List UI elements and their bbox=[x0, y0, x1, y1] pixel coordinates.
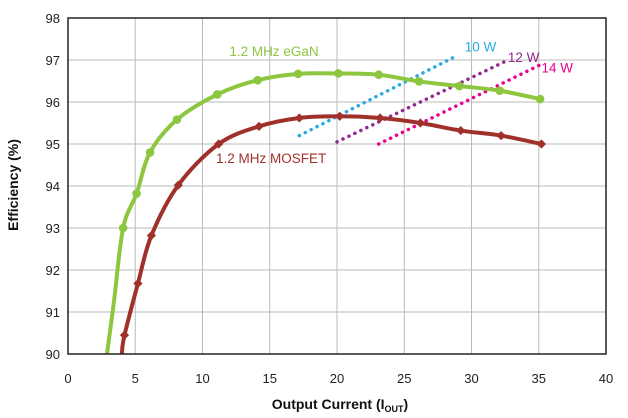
x-tick-label: 15 bbox=[263, 371, 277, 386]
series-labels: 10 W 12 W14 W 1.2 MHz eGaN 1.2 MHz MOSFET bbox=[216, 40, 573, 166]
x-tick-labels: 0 5 10 15 20 25 30 35 40 bbox=[64, 371, 613, 386]
x-tick-label: 5 bbox=[132, 371, 139, 386]
y-axis-title: Efficiency (%) bbox=[5, 139, 21, 231]
data-point-egan bbox=[145, 148, 155, 157]
series-line-mosfet bbox=[119, 114, 542, 355]
data-point-egan bbox=[535, 94, 545, 104]
data-point-mosfet bbox=[335, 111, 345, 121]
y-tick-label: 96 bbox=[46, 95, 60, 110]
data-point-egan bbox=[253, 75, 262, 85]
y-tick-label: 90 bbox=[46, 347, 60, 362]
plot-frame bbox=[67, 17, 607, 355]
y-tick-label: 95 bbox=[46, 137, 60, 152]
data-point-mosfet bbox=[536, 139, 547, 149]
data-point-egan bbox=[212, 90, 222, 99]
data-point-mosfet bbox=[133, 278, 143, 289]
data-point-mosfet bbox=[119, 330, 130, 340]
data-point-egan bbox=[374, 70, 383, 79]
power-label-w10: 10 W bbox=[465, 40, 497, 55]
power-line-w12 bbox=[335, 59, 509, 144]
data-point-egan bbox=[414, 77, 424, 86]
power-line-w14 bbox=[376, 62, 544, 146]
x-tick-label: 0 bbox=[64, 371, 71, 386]
y-tick-label: 91 bbox=[46, 305, 60, 320]
x-tick-label: 40 bbox=[599, 371, 613, 386]
data-point-egan bbox=[334, 69, 343, 78]
y-tick-label: 94 bbox=[46, 179, 60, 194]
data-point-mosfet bbox=[415, 118, 425, 128]
x-tick-label: 30 bbox=[464, 371, 478, 386]
x-tick-label: 25 bbox=[397, 371, 411, 386]
x-tick-label: 35 bbox=[532, 371, 546, 386]
x-tick-label: 10 bbox=[195, 371, 209, 386]
series-label-mosfet: 1.2 MHz MOSFET bbox=[216, 151, 326, 166]
power-label-w12: 12 W bbox=[508, 50, 540, 65]
y-tick-label: 97 bbox=[46, 53, 60, 68]
data-point-mosfet bbox=[456, 125, 466, 136]
data-point-egan bbox=[172, 115, 182, 124]
data-point-mosfet bbox=[173, 180, 183, 190]
series-label-egan: 1.2 MHz eGaN bbox=[229, 44, 318, 59]
series-markers bbox=[118, 69, 547, 340]
data-point-egan bbox=[293, 69, 303, 79]
power-lines bbox=[297, 54, 544, 146]
data-point-egan bbox=[132, 189, 141, 198]
y-tick-label: 98 bbox=[46, 11, 60, 26]
data-point-mosfet bbox=[375, 113, 385, 123]
data-point-mosfet bbox=[254, 121, 264, 131]
data-point-egan bbox=[455, 81, 464, 91]
y-tick-label: 93 bbox=[46, 221, 60, 236]
data-point-egan bbox=[495, 86, 505, 95]
data-point-egan bbox=[118, 223, 128, 233]
data-point-mosfet bbox=[146, 230, 156, 241]
data-point-mosfet bbox=[214, 139, 224, 149]
x-tick-label: 20 bbox=[330, 371, 344, 386]
y-tick-label: 92 bbox=[46, 263, 60, 278]
power-line-w10 bbox=[297, 54, 459, 138]
data-point-mosfet bbox=[294, 113, 304, 123]
data-point-mosfet bbox=[496, 131, 506, 141]
grid-lines bbox=[68, 18, 606, 354]
y-tick-labels: 90 91 92 93 94 95 96 97 98 bbox=[46, 11, 60, 362]
power-label-w14: 14 W bbox=[541, 61, 573, 76]
x-axis-title: Output Current (IOUT) bbox=[272, 396, 408, 414]
